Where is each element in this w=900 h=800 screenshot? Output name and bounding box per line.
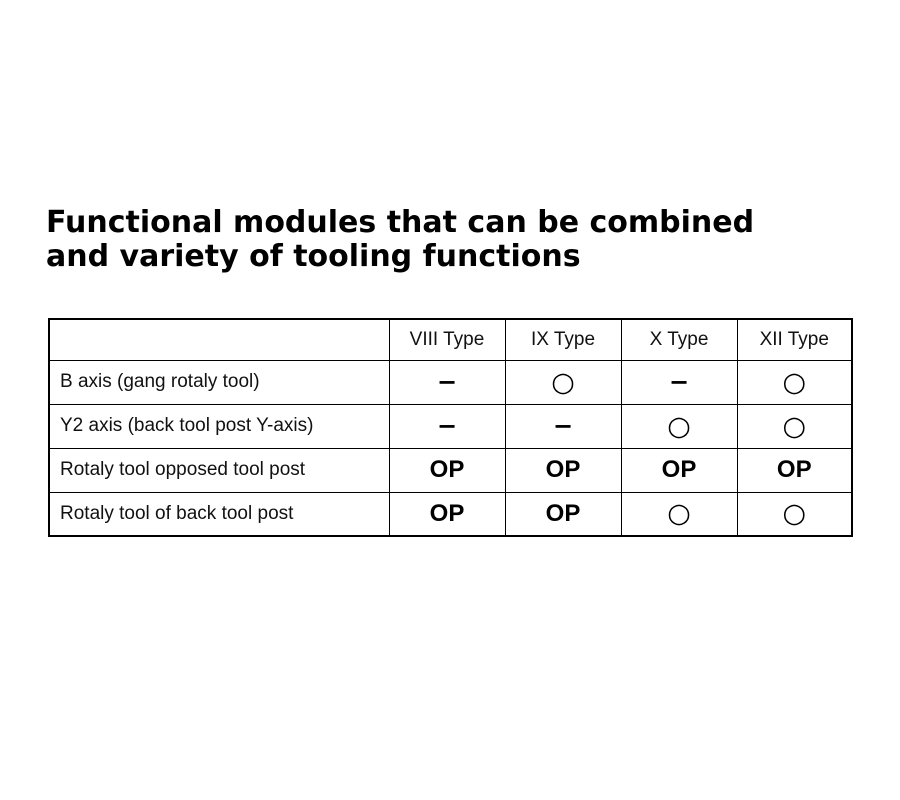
column-header-xii-type: XII Type	[736, 318, 853, 361]
cell-value: OP	[736, 447, 853, 493]
column-header-viii-type: VIII Type	[388, 318, 506, 361]
cell-value: ○	[736, 403, 853, 449]
combination-table: VIII Type IX Type X Type XII Type B axis…	[48, 318, 853, 537]
cell-value: −	[620, 359, 738, 405]
combination-table-container: VIII Type IX Type X Type XII Type B axis…	[48, 318, 853, 537]
row-label: Y2 axis (back tool post Y-axis)	[48, 403, 390, 449]
cell-value: ○	[736, 491, 853, 537]
cell-value: −	[388, 359, 506, 405]
cell-value: −	[504, 403, 622, 449]
column-header-blank	[48, 318, 390, 361]
cell-value: OP	[504, 491, 622, 537]
cell-value: ○	[504, 359, 622, 405]
cell-value: OP	[504, 447, 622, 493]
table-row-rotaly-opposed: Rotaly tool opposed tool post OP OP OP O…	[48, 447, 853, 493]
cell-value: −	[388, 403, 506, 449]
page-title: Functional modules that can be combined …	[46, 206, 754, 274]
column-header-ix-type: IX Type	[504, 318, 622, 361]
cell-value: OP	[388, 447, 506, 493]
column-header-x-type: X Type	[620, 318, 738, 361]
table-row-y2-axis: Y2 axis (back tool post Y-axis) − − ○ ○	[48, 403, 853, 449]
page-title-line2: and variety of tooling functions	[46, 239, 581, 274]
table-header-row: VIII Type IX Type X Type XII Type	[48, 318, 853, 361]
row-label: Rotaly tool of back tool post	[48, 491, 390, 537]
cell-value: ○	[620, 403, 738, 449]
cell-value: OP	[620, 447, 738, 493]
row-label: B axis (gang rotaly tool)	[48, 359, 390, 405]
table-row-rotaly-back: Rotaly tool of back tool post OP OP ○ ○	[48, 491, 853, 537]
cell-value: OP	[388, 491, 506, 537]
table-row-b-axis: B axis (gang rotaly tool) − ○ − ○	[48, 359, 853, 405]
cell-value: ○	[736, 359, 853, 405]
page-title-line1: Functional modules that can be combined	[46, 205, 755, 240]
cell-value: ○	[620, 491, 738, 537]
row-label: Rotaly tool opposed tool post	[48, 447, 390, 493]
